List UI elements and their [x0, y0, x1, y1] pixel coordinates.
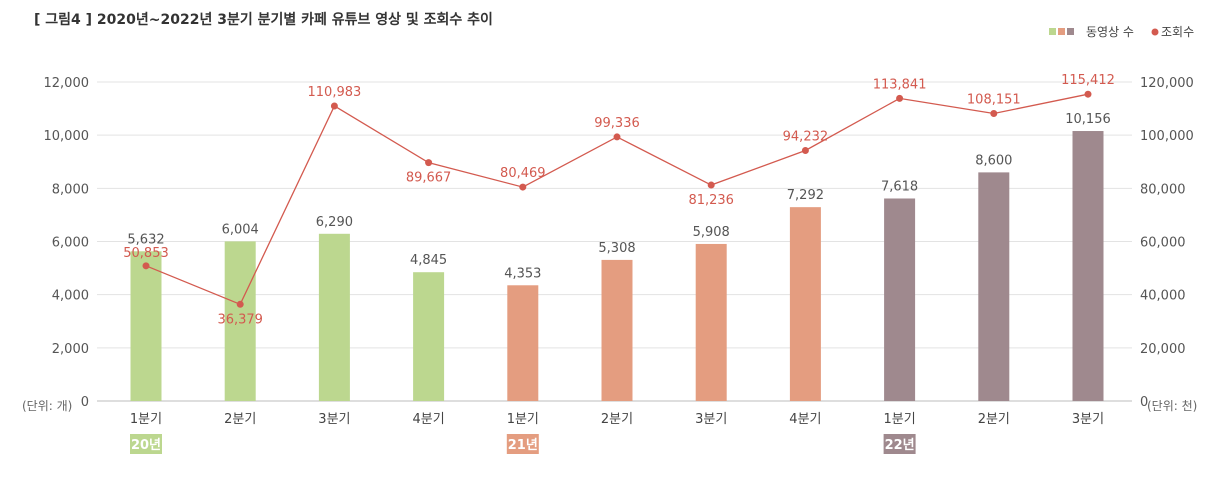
x-category-label: 3분기 [318, 412, 350, 427]
bar [224, 241, 256, 401]
line-value-label: 81,236 [688, 193, 734, 208]
year-badge [883, 434, 916, 454]
y-right-unit: (단위: 천) [1147, 398, 1197, 413]
bar-value-label: 5,908 [693, 225, 730, 240]
bar-series: 5,632 6,004 6,290 4,845 4,353 5,308 5,908 7,292… [127, 112, 1111, 402]
line-point [236, 300, 244, 308]
chart-title: [ 그림4 ] 2020년~2022년 3분기 분기별 카페 유튜브 영상 및 … [34, 11, 493, 28]
x-category-label: 2분기 [601, 412, 633, 427]
y-left-tick-label: 10,000 [44, 129, 90, 144]
x-category-label: 3분기 [1072, 412, 1104, 427]
y-left-tick-label: 8,000 [52, 182, 89, 197]
line-point [330, 102, 338, 110]
x-category-label: 1분기 [507, 412, 539, 427]
y-right-tick-label: 40,000 [1140, 289, 1186, 304]
y-right-tick-label: 60,000 [1140, 236, 1186, 251]
y-right-tick-label: 80,000 [1140, 182, 1186, 197]
line-series: 50,853 36,379 110,983 89,667 80,469 99,336 81,… [123, 73, 1115, 327]
bar [695, 243, 727, 401]
bar-value-label: 4,845 [410, 253, 447, 268]
bar [884, 198, 916, 401]
line-value-label: 50,853 [123, 246, 169, 261]
line-value-label: 113,841 [873, 77, 927, 92]
x-category-label: 1분기 [883, 412, 915, 427]
y-left-tick-label: 0 [81, 395, 89, 410]
line-point [425, 159, 433, 167]
line-value-label: 94,232 [783, 129, 829, 144]
x-category-label: 2분기 [224, 412, 256, 427]
legend-dot [1151, 28, 1159, 36]
y-left-tick-label: 12,000 [44, 76, 90, 91]
line-point [801, 146, 809, 154]
bar [318, 233, 350, 401]
bar-value-label: 7,292 [787, 188, 824, 203]
line-value-label: 108,151 [967, 92, 1021, 107]
bar [1072, 131, 1104, 402]
legend: 동영상 수 조회수 [1049, 25, 1194, 39]
legend-label-bars: 동영상 수 [1086, 25, 1134, 39]
line-point [707, 181, 715, 189]
x-category-label: 4분기 [789, 412, 821, 427]
y-right-tick-label: 0 [1140, 395, 1148, 410]
bar-value-label: 4,353 [504, 266, 541, 281]
year-badge-label: 20년 [131, 438, 161, 453]
year-badges: 20년 21년 22년 [130, 434, 916, 454]
legend-label-line: 조회수 [1161, 25, 1194, 39]
line-point [896, 94, 904, 102]
bar-value-label: 5,308 [598, 241, 635, 256]
bar-value-label: 7,618 [881, 179, 918, 194]
legend-swatch [1067, 28, 1074, 35]
legend-swatch [1049, 28, 1056, 35]
bar [601, 259, 633, 401]
line-value-label: 80,469 [500, 166, 546, 181]
year-badge-label: 22년 [885, 438, 915, 453]
bar [413, 272, 445, 401]
y-left-unit: (단위: 개) [22, 399, 72, 413]
y-right-tick-label: 120,000 [1140, 76, 1194, 91]
x-axis-categories: 1분기 2분기 3분기 4분기 1분기 2분기 3분기 4분기 1분기 2분기 3분기 [130, 412, 1104, 427]
year-badge [506, 434, 539, 454]
line-point [990, 109, 998, 117]
line-value-label: 89,667 [406, 171, 452, 186]
line-point [613, 133, 621, 141]
line-point [519, 183, 527, 191]
y-axis-right: 0 20,000 40,000 60,000 80,000 100,000 120,000 [1140, 76, 1194, 410]
x-category-label: 4분기 [412, 412, 444, 427]
line-value-label: 115,412 [1061, 73, 1115, 88]
line-point [142, 262, 150, 270]
bar [789, 207, 821, 401]
legend-swatch [1058, 28, 1065, 35]
bar-value-label: 5,632 [127, 232, 164, 247]
y-left-tick-label: 4,000 [52, 289, 89, 304]
line-value-label: 36,379 [217, 312, 263, 327]
line-value-label: 99,336 [594, 116, 640, 131]
y-right-tick-label: 20,000 [1140, 342, 1186, 357]
year-badge-label: 21년 [508, 438, 538, 453]
bar-value-label: 6,004 [222, 222, 259, 237]
y-left-tick-label: 6,000 [52, 236, 89, 251]
bar [978, 172, 1010, 401]
bar-value-label: 8,600 [975, 153, 1012, 168]
line-point [1084, 90, 1092, 98]
line-value-label: 110,983 [308, 85, 362, 100]
x-category-label: 1분기 [130, 412, 162, 427]
x-category-label: 2분기 [978, 412, 1010, 427]
y-right-tick-label: 100,000 [1140, 129, 1194, 144]
bar-value-label: 6,290 [316, 215, 353, 230]
bar-value-label: 10,156 [1065, 112, 1111, 127]
y-left-tick-label: 2,000 [52, 342, 89, 357]
x-category-label: 3분기 [695, 412, 727, 427]
year-badge [130, 434, 162, 454]
y-axis-left: 0 2,000 4,000 6,000 8,000 10,000 12,000 [44, 76, 90, 410]
bar [130, 251, 162, 401]
bar [507, 285, 539, 401]
